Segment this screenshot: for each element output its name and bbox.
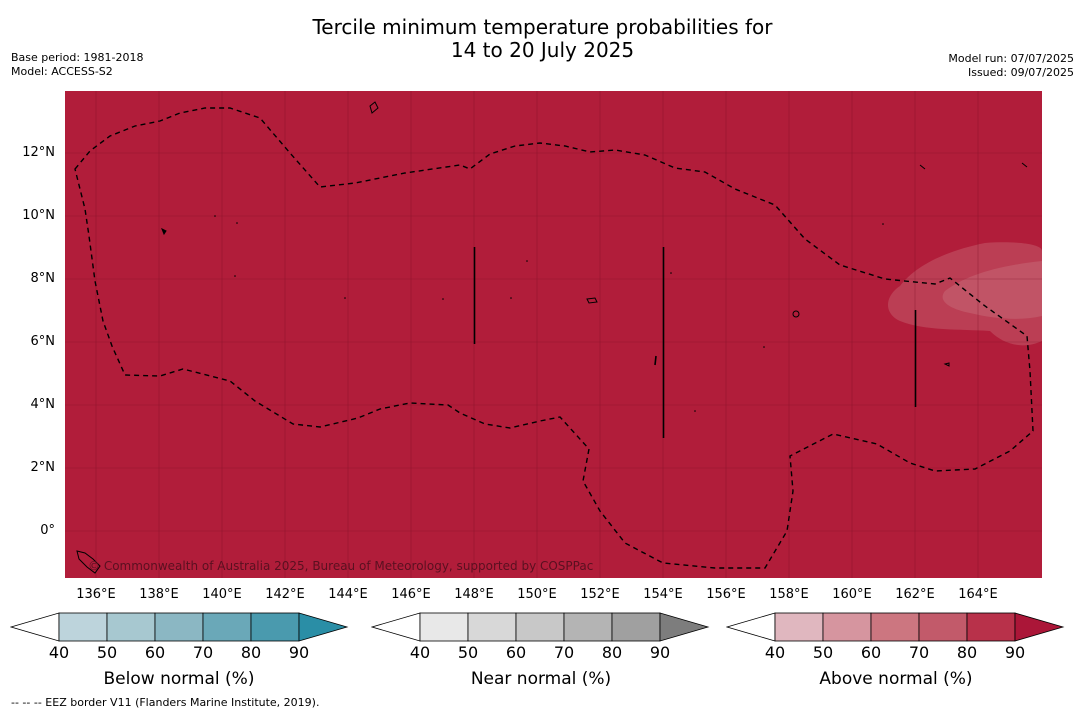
colorbar-segment [611,612,661,642]
issued-date: Issued: 09/07/2025 [967,66,1074,79]
cb1-tick-80: 80 [601,643,623,662]
lat-label-0: 0° [40,523,55,538]
small-dots [214,215,884,412]
colorbar-segment [419,612,469,642]
cb0-tick-40: 40 [48,643,70,662]
lon-label-158e: 158°E [769,587,809,602]
probability-map [65,91,1042,578]
cb0-tick-90: 90 [288,643,310,662]
colorbar-segment [467,612,517,642]
probability-patch-inner [942,261,1042,319]
eez-border [74,107,1034,569]
cb1-tick-90: 90 [649,643,671,662]
cb2-tick-70: 70 [908,643,930,662]
model-name: Model: ACCESS-S2 [11,65,113,78]
colorbar-label-below-normal: Below normal (%) [103,669,255,689]
cb2-tick-40: 40 [764,643,786,662]
base-period: Base period: 1981-2018 [11,51,144,64]
colorbar-segment [515,612,565,642]
colorbar-segment [870,612,920,642]
lon-label-156e: 156°E [706,587,746,602]
cb1-tick-50: 50 [457,643,479,662]
colorbar-segment [563,612,613,642]
colorbar-segment [202,612,252,642]
colorbar-segment [250,612,300,642]
lon-label-154e: 154°E [643,587,683,602]
lat-label-4n: 4°N [30,397,56,412]
lon-label-140e: 140°E [202,587,242,602]
colorbar-extend-low [726,612,776,642]
colorbar-segment [966,612,1016,642]
cb0-tick-60: 60 [144,643,166,662]
chart-title-line-2: 14 to 20 July 2025 [450,38,635,62]
chart-title-line-1: Tercile minimum temperature probabilitie… [312,15,773,39]
model-run: Model run: 07/07/2025 [948,52,1074,65]
cb2-tick-90: 90 [1004,643,1026,662]
lat-label-8n: 8°N [30,271,56,286]
lon-label-148e: 148°E [454,587,494,602]
lon-label-160e: 160°E [832,587,872,602]
colorbar-segment [774,612,824,642]
cb1-tick-70: 70 [553,643,575,662]
cb1-tick-40: 40 [409,643,431,662]
lon-label-164e: 164°E [958,587,998,602]
copyright-credit: © Commonwealth of Australia 2025, Bureau… [88,559,594,573]
graticule [65,91,1042,578]
colorbar-segment [154,612,204,642]
lon-label-146e: 146°E [391,587,431,602]
map-canvas [65,91,1042,578]
colorbar-segment [918,612,968,642]
cb0-tick-80: 80 [240,643,262,662]
lon-label-142e: 142°E [265,587,305,602]
cb2-tick-50: 50 [812,643,834,662]
colorbar-above-normal [726,612,1065,642]
cb0-tick-70: 70 [192,643,214,662]
island-outlines [76,101,1028,574]
colorbar-extend-high [1014,612,1065,642]
cb1-tick-60: 60 [505,643,527,662]
lon-label-136e: 136°E [76,587,116,602]
lat-label-6n: 6°N [30,334,56,349]
cb0-tick-50: 50 [96,643,118,662]
lon-label-150e: 150°E [517,587,557,602]
lon-label-162e: 162°E [895,587,935,602]
lat-label-10n: 10°N [22,208,55,223]
colorbar-below-normal [10,612,349,642]
colorbar-extend-low [10,612,60,642]
colorbar-label-above-normal: Above normal (%) [819,669,973,689]
eez-footnote: -- -- -- EEZ border V11 (Flanders Marine… [11,696,320,709]
lon-label-138e: 138°E [139,587,179,602]
lon-label-152e: 152°E [580,587,620,602]
lat-label-12n: 12°N [22,145,55,160]
colorbar-segment [106,612,156,642]
colorbar-extend-low [371,612,421,642]
cb2-tick-60: 60 [860,643,882,662]
cb2-tick-80: 80 [956,643,978,662]
colorbar-segment [58,612,108,642]
colorbar-near-normal [371,612,710,642]
colorbar-extend-high [298,612,349,642]
lat-label-2n: 2°N [30,460,56,475]
colorbar-label-near-normal: Near normal (%) [470,669,612,689]
colorbar-extend-high [659,612,710,642]
vertical-features [473,247,917,438]
colorbar-segment [822,612,872,642]
lon-label-144e: 144°E [328,587,368,602]
